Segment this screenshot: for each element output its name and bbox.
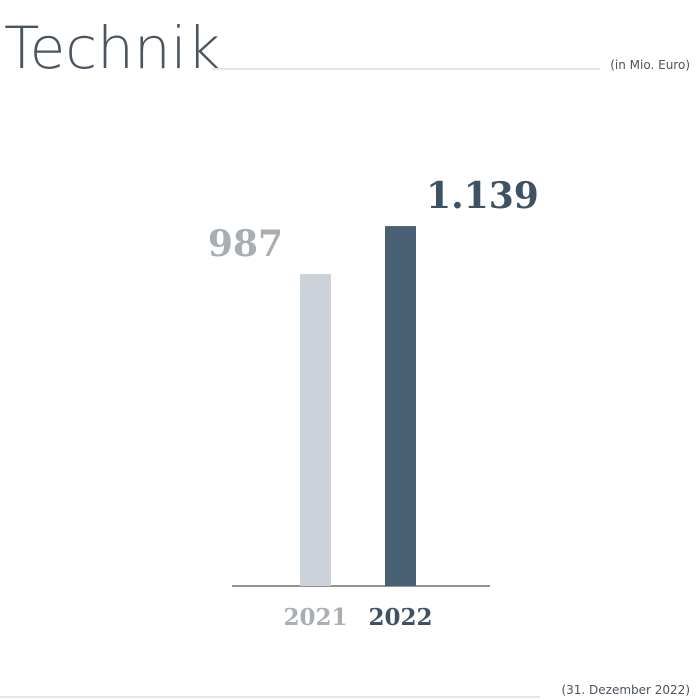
unit-note: (in Mio. Euro) [610, 58, 690, 72]
bar [385, 226, 416, 587]
bar [300, 274, 331, 586]
x-tick-label: 2021 [283, 604, 347, 631]
value-label: 1.139 [426, 175, 539, 217]
footnote: (31. Dezember 2022) [561, 683, 690, 697]
value-label: 987 [208, 223, 283, 265]
chart-title: Technik [4, 14, 220, 82]
x-tick-label: 2022 [368, 604, 432, 631]
